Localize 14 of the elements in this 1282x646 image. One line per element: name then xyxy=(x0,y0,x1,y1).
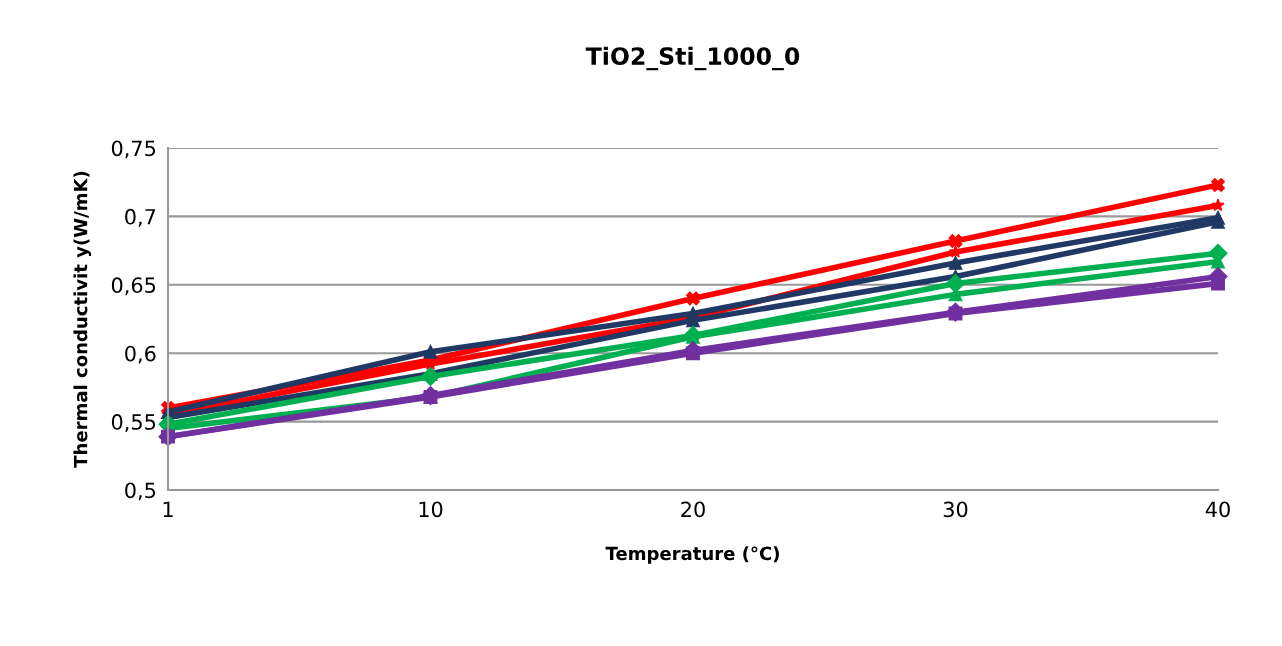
x-tick-label: 20 xyxy=(681,501,705,518)
x-tick-label: 40 xyxy=(1205,501,1230,518)
y-tick-label: 0,5 xyxy=(125,482,156,501)
x-tick-label: 1 xyxy=(163,501,173,517)
y-tick-label: 0,65 xyxy=(111,277,156,296)
y-tick-label: 0,6 xyxy=(125,345,156,364)
x-tick-label: 10 xyxy=(419,501,443,518)
x-tick-label: 30 xyxy=(943,501,968,518)
y-tick-label: 0,75 xyxy=(111,140,156,159)
y-axis-title: Thermal conductivit y(W/mK) xyxy=(73,171,92,468)
chart-title: TiO2_Sti_1000_0 xyxy=(585,46,800,71)
y-tick-label: 0,55 xyxy=(111,414,156,432)
x-axis-title: Temperature (°C) xyxy=(605,546,779,564)
y-tick-label: 0,7 xyxy=(125,208,156,227)
